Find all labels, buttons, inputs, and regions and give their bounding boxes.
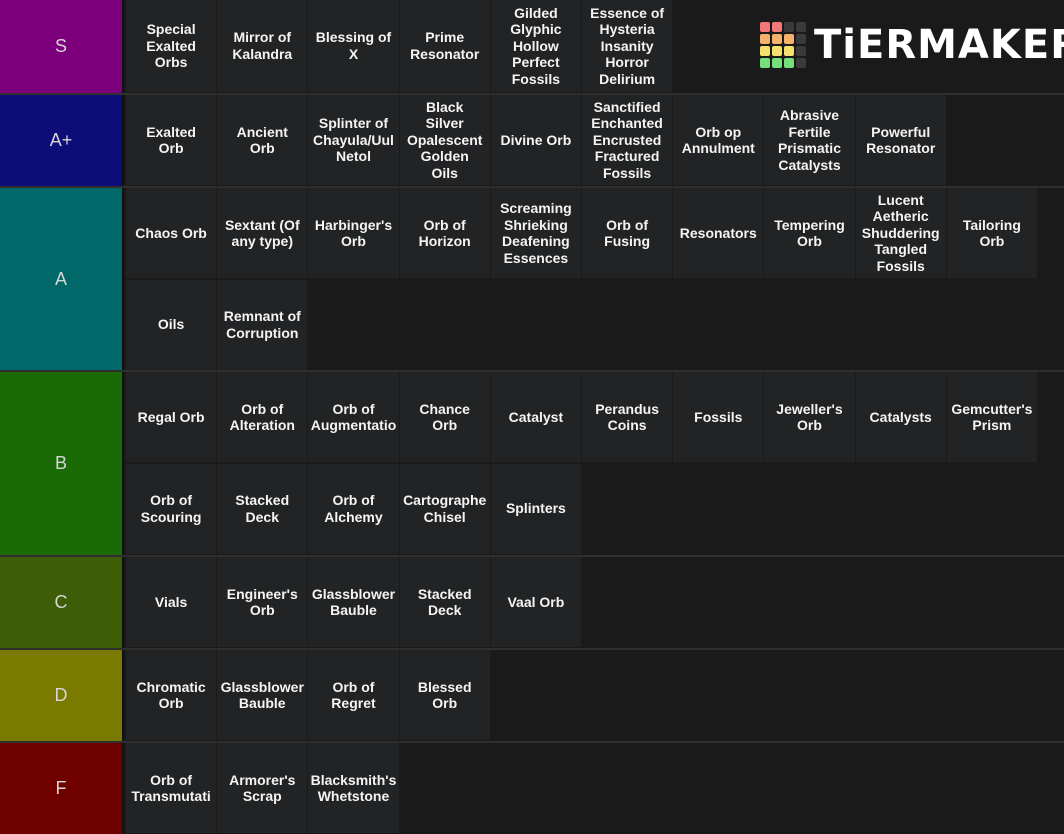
tier-item-card[interactable]: Chance Orb xyxy=(399,372,490,462)
tier-item-card[interactable]: Gemcutter's Prism xyxy=(946,372,1037,462)
tier-row: F Orb of Transmutati Armorer's Scrap Blacks… xyxy=(0,741,1064,834)
tier-item-card[interactable]: Perandus Coins xyxy=(582,372,673,462)
tier-item-card[interactable]: Cartographe Chisel xyxy=(399,463,490,554)
tier-item-card[interactable]: Armorer's Scrap xyxy=(217,743,308,833)
tier-item-card[interactable]: Orb of Alchemy xyxy=(308,463,399,554)
tier-item-card[interactable]: Blacksmith's Whetstone xyxy=(308,743,399,833)
tier-item-card[interactable]: Chaos Orb xyxy=(126,188,217,278)
tier-item-card[interactable]: Sanctified Enchanted Encrusted Fractured… xyxy=(582,95,673,185)
tier-item-card[interactable]: Orb of Fusing xyxy=(582,188,673,278)
logo-grid-cell xyxy=(784,34,794,44)
tier-row: A Chaos Orb Sextant (Of any type) Harbinger… xyxy=(0,186,1064,370)
logo-grid-cell xyxy=(760,34,770,44)
tier-item-card[interactable]: Exalted Orb xyxy=(126,95,217,185)
tier-item-card[interactable]: Catalysts xyxy=(855,372,946,462)
logo-grid-cell xyxy=(760,22,770,32)
logo-grid-cell xyxy=(772,34,782,44)
logo-text: TiERMAKER xyxy=(814,22,1064,68)
tier-items: Regal Orb Orb of Alteration Orb of Augment… xyxy=(126,372,1064,555)
logo-grid-cell xyxy=(784,58,794,68)
logo-grid-cell xyxy=(796,34,806,44)
logo-grid-cell xyxy=(784,46,794,56)
logo-grid-cell xyxy=(772,22,782,32)
tier-item-card[interactable]: Gilded Glyphic Hollow Perfect Fossils xyxy=(490,0,581,92)
tier-item-card[interactable]: Glassblower Bauble xyxy=(217,650,308,740)
tier-label: B xyxy=(0,372,124,555)
logo-grid-cell xyxy=(772,58,782,68)
tier-items: Chromatic Orb Glassblower Bauble Orb of Re… xyxy=(126,650,1064,741)
tier-row: B Regal Orb Orb of Alteration Orb of Augmen… xyxy=(0,370,1064,555)
tier-item-card[interactable]: Chromatic Orb xyxy=(126,650,217,740)
logo-grid-cell xyxy=(784,22,794,32)
tier-item-card[interactable]: Divine Orb xyxy=(490,95,581,185)
logo-grid-cell xyxy=(760,58,770,68)
tier-item-card[interactable]: Abrasive Fertile Prismatic Catalysts xyxy=(764,95,855,185)
logo-grid-cell xyxy=(796,46,806,56)
tier-item-card[interactable]: Stacked Deck xyxy=(217,463,308,554)
tier-items: Chaos Orb Sextant (Of any type) Harbinger'… xyxy=(126,188,1064,370)
tier-item-card[interactable]: Glassblower Bauble xyxy=(308,557,399,647)
logo-grid-cell xyxy=(796,58,806,68)
tier-items: Orb of Transmutati Armorer's Scrap Blacksm… xyxy=(126,743,1064,834)
tier-items: Exalted Orb Ancient Orb Splinter of Chayul… xyxy=(126,95,1064,186)
tier-item-card[interactable]: Orb of Scouring xyxy=(126,463,217,554)
tier-item-card[interactable]: Orb of Regret xyxy=(308,650,399,740)
tier-label: F xyxy=(0,743,124,834)
tier-item-card[interactable]: Engineer's Orb xyxy=(217,557,308,647)
tier-item-card[interactable]: Prime Resonator xyxy=(399,0,490,92)
tier-item-card[interactable]: Vials xyxy=(126,557,217,647)
tier-item-card[interactable]: Jeweller's Orb xyxy=(764,372,855,462)
tier-item-card[interactable]: Splinter of Chayula/Uul Netol xyxy=(308,95,399,185)
tier-label: A xyxy=(0,188,124,370)
logo-grid-cell xyxy=(760,46,770,56)
tier-row: D Chromatic Orb Glassblower Bauble Orb of R… xyxy=(0,648,1064,741)
tier-item-card[interactable]: Orb of Alteration xyxy=(217,372,308,462)
tier-item-card[interactable]: Tempering Orb xyxy=(764,188,855,278)
tier-item-card[interactable]: Orb of Augmentatio xyxy=(308,372,399,462)
tier-item-card[interactable]: Blessed Orb xyxy=(399,650,490,740)
tier-item-card[interactable]: Regal Orb xyxy=(126,372,217,462)
tier-item-card[interactable]: Resonators xyxy=(673,188,764,278)
tier-item-card[interactable]: Ancient Orb xyxy=(217,95,308,185)
tier-item-card[interactable]: Orb of Horizon xyxy=(399,188,490,278)
tier-label: C xyxy=(0,557,124,648)
tier-item-card[interactable]: Black Silver Opalescent Golden Oils xyxy=(399,95,490,185)
tier-item-card[interactable]: Screaming Shrieking Deafening Essences xyxy=(490,188,581,278)
tier-item-card[interactable]: Powerful Resonator xyxy=(855,95,946,185)
tier-item-card[interactable]: Mirror of Kalandra xyxy=(217,0,308,92)
tier-row: A+ Exalted Orb Ancient Orb Splinter of Chay… xyxy=(0,93,1064,186)
tier-label: A+ xyxy=(0,95,124,186)
tier-item-card[interactable]: Splinters xyxy=(490,463,581,554)
tier-item-card[interactable]: Blessing of X xyxy=(308,0,399,92)
tier-item-card[interactable]: Special Exalted Orbs xyxy=(126,0,217,92)
tier-row: C Vials Engineer's Orb Glassblower Bauble St… xyxy=(0,555,1064,648)
tier-item-card[interactable]: Fossils xyxy=(673,372,764,462)
logo-grid-icon xyxy=(760,22,806,68)
tier-item-card[interactable]: Sextant (Of any type) xyxy=(217,188,308,278)
tier-items: Special Exalted Orbs Mirror of Kalandra Bl… xyxy=(126,0,1064,93)
tier-item-card[interactable]: Catalyst xyxy=(490,372,581,462)
logo-grid-cell xyxy=(796,22,806,32)
tier-item-card[interactable]: Tailoring Orb xyxy=(946,188,1037,278)
tier-label: S xyxy=(0,0,124,93)
tiermaker-logo: TiERMAKER xyxy=(760,18,1064,72)
tier-item-card[interactable]: Stacked Deck xyxy=(399,557,490,647)
tier-label: D xyxy=(0,650,124,741)
tier-row: S Special Exalted Orbs Mirror of Kalandra B… xyxy=(0,0,1064,93)
tier-item-card[interactable]: Orb op Annulment xyxy=(673,95,764,185)
tier-item-card[interactable]: Harbinger's Orb xyxy=(308,188,399,278)
tier-item-card[interactable]: Orb of Transmutati xyxy=(126,743,217,833)
logo-grid-cell xyxy=(772,46,782,56)
tier-item-card[interactable]: Remnant of Corruption xyxy=(217,279,308,370)
tier-items: Vials Engineer's Orb Glassblower Bauble Sta… xyxy=(126,557,1064,648)
tier-item-card[interactable]: Vaal Orb xyxy=(490,557,581,647)
tier-item-card[interactable]: Oils xyxy=(126,279,217,370)
tier-item-card[interactable]: Essence of Hysteria Insanity Horror Deli… xyxy=(582,0,673,92)
tier-item-card[interactable]: Lucent Aetheric Shuddering Tangled Fossi… xyxy=(855,188,946,278)
